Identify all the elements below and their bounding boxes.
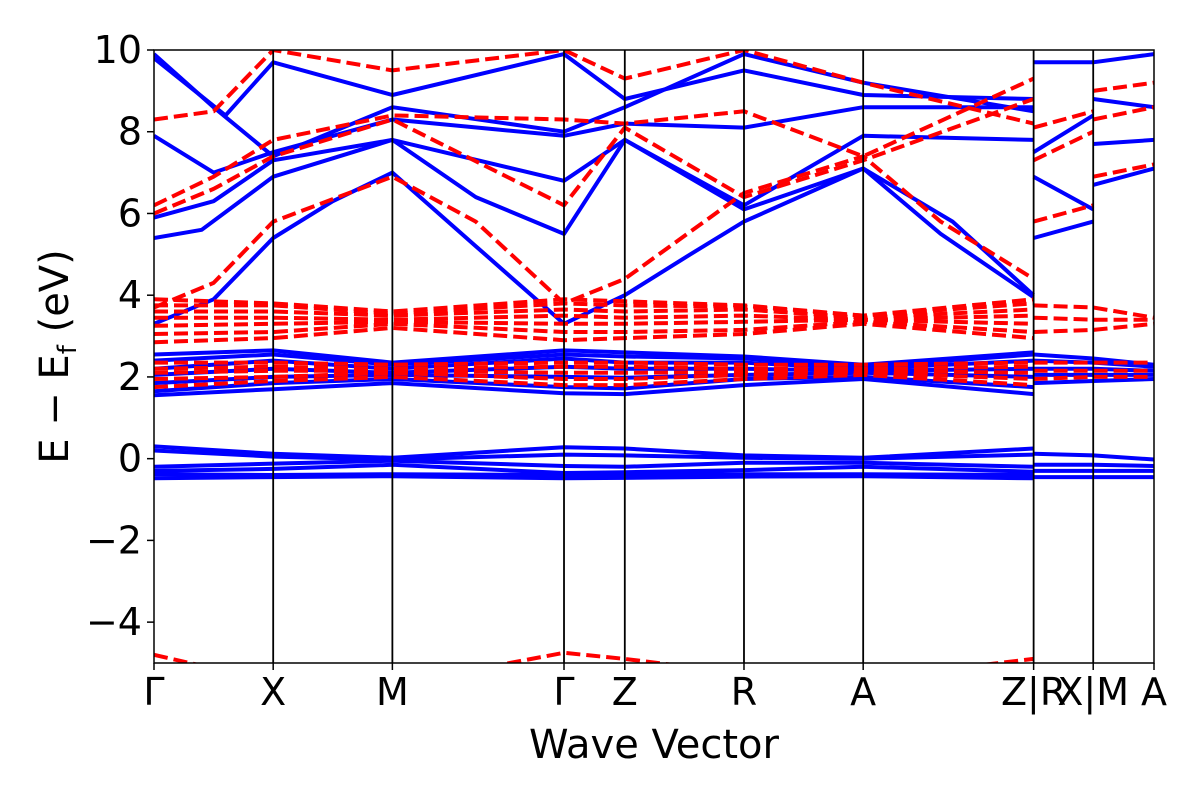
dashed-band-line-24 xyxy=(154,50,1035,126)
y-tick-label: −2 xyxy=(86,518,142,562)
y-axis-title-suffix: (eV) xyxy=(32,249,78,345)
y-tick-label: 6 xyxy=(118,191,142,235)
dashed-band-line-27 xyxy=(1033,109,1094,130)
dashed-band-line-15 xyxy=(154,307,1034,320)
plot-frame xyxy=(153,49,1155,664)
dashed-band-line-3 xyxy=(154,372,1034,390)
solid-band-line-5 xyxy=(154,444,1034,460)
y-tick-label: 0 xyxy=(118,437,142,481)
dashed-band-line-12 xyxy=(154,319,1034,336)
dashed-band-line-19 xyxy=(1033,315,1154,322)
solid-band-line-30 xyxy=(1032,113,1095,154)
dashed-band-line-25 xyxy=(1033,203,1094,224)
y-tick-label: −4 xyxy=(86,600,142,644)
x-tick-label: A xyxy=(850,670,876,714)
solid-band-line-2 xyxy=(154,462,1034,475)
y-axis-title: E − Ef (eV) xyxy=(32,249,83,464)
solid-band-line-28 xyxy=(1033,219,1094,240)
x-tick-label: Z|R xyxy=(1001,670,1066,715)
x-tick-label: Γ xyxy=(143,670,164,714)
dashed-band-line-18 xyxy=(1033,321,1154,334)
solid-band-line-32 xyxy=(1092,166,1154,187)
x-tick-label: A xyxy=(1141,670,1167,714)
solid-band-line-0 xyxy=(154,474,1034,481)
x-tick-label: Z xyxy=(612,670,638,714)
solid-band-line-1 xyxy=(154,472,1034,477)
dashed-band-line-14 xyxy=(154,313,1034,322)
y-axis-title-subscript: f xyxy=(53,344,83,354)
high-symmetry-lines xyxy=(272,50,1095,663)
y-axis-title-base: E − E xyxy=(32,354,78,464)
dashed-band-line-17 xyxy=(154,297,1034,318)
x-tick-label: X xyxy=(260,670,286,714)
solid-band-line-29 xyxy=(1032,174,1095,212)
y-axis-ticks: 10 8 6 4 2 0 −2 −4 xyxy=(86,28,154,644)
y-tick-label: 8 xyxy=(118,110,142,154)
y-tick-label: 10 xyxy=(94,28,142,72)
x-tick-label: Γ xyxy=(553,670,574,714)
dashed-band-line-6 xyxy=(154,364,1034,371)
dashed-band-line-29 xyxy=(1092,105,1154,122)
solid-band-line-10 xyxy=(154,377,1034,398)
solid-band-line-34 xyxy=(1092,97,1154,110)
plot-area xyxy=(154,50,1154,663)
x-tick-label: X|M xyxy=(1057,670,1129,715)
dashed-band-line-26 xyxy=(1032,129,1095,163)
y-tick-label: 4 xyxy=(118,273,142,317)
dashed-band-line-4 xyxy=(154,370,1034,381)
dashed-band-line-20 xyxy=(1033,303,1154,320)
y-tick-label: 2 xyxy=(118,355,142,399)
dashed-band-line-11 xyxy=(154,321,1034,345)
dashed-band-line-30 xyxy=(1092,80,1154,93)
x-axis-title: Wave Vector xyxy=(529,722,780,768)
dashed-band-line-7 xyxy=(154,360,1034,367)
x-tick-label: M xyxy=(376,670,409,714)
dashed-band-line-0 xyxy=(154,652,199,663)
solid-band-line-33 xyxy=(1093,137,1154,146)
dashed-band-line-5 xyxy=(154,368,1034,375)
dashed-band-line-1 xyxy=(498,650,674,663)
solid-band-line-3 xyxy=(154,458,1034,469)
x-tick-label: R xyxy=(731,670,757,714)
solid-band-line-35 xyxy=(1092,52,1154,65)
dashed-band-line-8 xyxy=(1033,374,1154,381)
dashed-band-line-28 xyxy=(1092,162,1154,179)
x-axis-ticks: Γ X M Γ Z R A Z|RX|M A xyxy=(143,663,1167,715)
